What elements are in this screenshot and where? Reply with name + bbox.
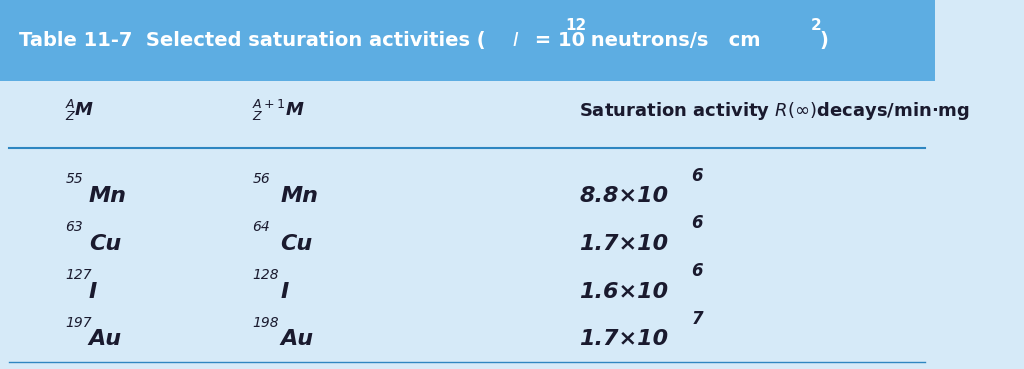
- Text: 2: 2: [810, 18, 821, 33]
- FancyBboxPatch shape: [0, 0, 935, 81]
- Text: 6: 6: [691, 166, 703, 184]
- Text: 7: 7: [691, 310, 703, 328]
- Text: 12: 12: [565, 18, 587, 33]
- Text: neutrons/s   cm: neutrons/s cm: [584, 31, 761, 50]
- Text: I: I: [281, 282, 289, 301]
- Text: 6: 6: [691, 214, 703, 232]
- Text: $\it{I}$: $\it{I}$: [512, 31, 519, 50]
- Text: Cu: Cu: [89, 234, 121, 254]
- Text: I: I: [89, 282, 97, 301]
- Text: $^A_Z$M: $^A_Z$M: [66, 98, 95, 123]
- Text: 8.8×10: 8.8×10: [580, 186, 669, 206]
- Text: 56: 56: [252, 172, 270, 186]
- Text: 63: 63: [66, 220, 83, 234]
- Text: Cu: Cu: [281, 234, 312, 254]
- Text: Au: Au: [89, 330, 122, 349]
- Text: 128: 128: [252, 268, 279, 282]
- Text: 197: 197: [66, 316, 92, 330]
- Text: $^{A+1}_Z$M: $^{A+1}_Z$M: [252, 98, 305, 123]
- Text: Mn: Mn: [281, 186, 318, 206]
- Text: 127: 127: [66, 268, 92, 282]
- Text: Au: Au: [281, 330, 313, 349]
- Text: 1.7×10: 1.7×10: [580, 234, 669, 254]
- Text: Mn: Mn: [89, 186, 127, 206]
- Text: 55: 55: [66, 172, 83, 186]
- Text: 64: 64: [252, 220, 270, 234]
- Text: Saturation activity $R(\infty)$decays/min·mg: Saturation activity $R(\infty)$decays/mi…: [580, 100, 971, 122]
- Text: 1.6×10: 1.6×10: [580, 282, 669, 301]
- Text: Table 11-7  Selected saturation activities (: Table 11-7 Selected saturation activitie…: [18, 31, 485, 50]
- Text: ): ): [819, 31, 828, 50]
- Text: 1.7×10: 1.7×10: [580, 330, 669, 349]
- Text: = 10: = 10: [528, 31, 585, 50]
- Text: 198: 198: [252, 316, 279, 330]
- Text: 6: 6: [691, 262, 703, 280]
